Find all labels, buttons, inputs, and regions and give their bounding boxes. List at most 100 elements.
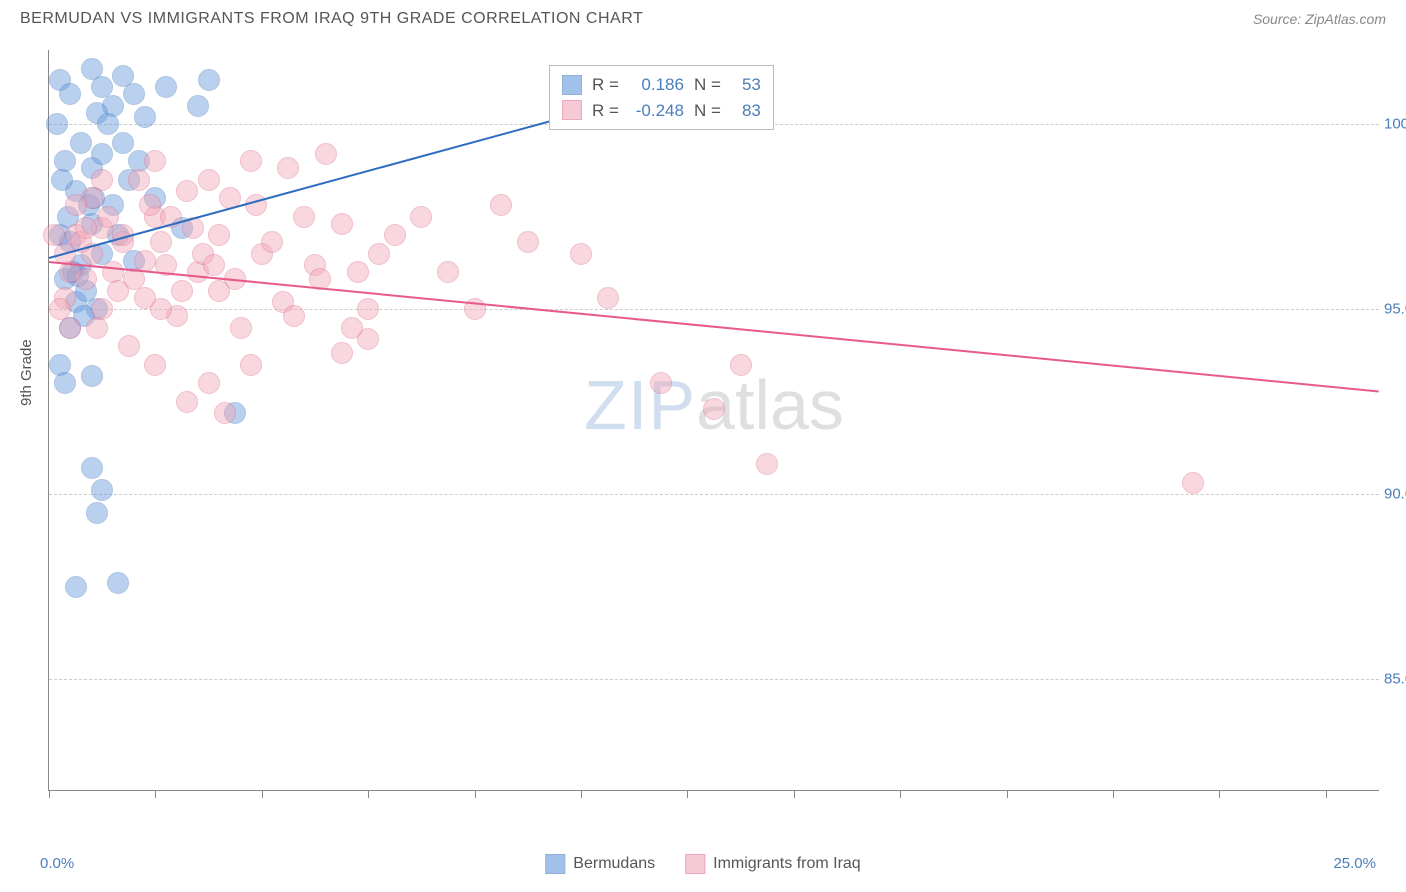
scatter-point [43, 224, 65, 246]
scatter-point [437, 261, 459, 283]
scatter-point [81, 365, 103, 387]
scatter-point [368, 243, 390, 265]
scatter-point [315, 143, 337, 165]
scatter-point [107, 280, 129, 302]
grid-line [49, 309, 1379, 310]
x-tick-label-min: 0.0% [40, 855, 74, 872]
scatter-point [203, 254, 225, 276]
scatter-point [730, 354, 752, 376]
scatter-point [91, 143, 113, 165]
legend-item-bermudans: Bermudans [545, 854, 655, 874]
scatter-point [198, 69, 220, 91]
scatter-point [81, 457, 103, 479]
x-tick [687, 790, 688, 798]
x-tick [368, 790, 369, 798]
scatter-point [65, 194, 87, 216]
scatter-point [123, 83, 145, 105]
scatter-point [107, 572, 129, 594]
stats-swatch [562, 100, 582, 120]
legend-label-bermudans: Bermudans [573, 855, 655, 873]
r-value: 0.186 [629, 72, 684, 98]
x-tick [1326, 790, 1327, 798]
stats-legend: R = 0.186 N = 53 R = -0.248 N = 83 [549, 65, 774, 130]
r-value: -0.248 [629, 98, 684, 124]
scatter-point [134, 106, 156, 128]
scatter-point [650, 372, 672, 394]
n-value: 83 [731, 98, 761, 124]
y-tick-label: 85.0% [1384, 671, 1406, 688]
scatter-point [97, 206, 119, 228]
scatter-point [597, 287, 619, 309]
x-tick [1219, 790, 1220, 798]
scatter-point [59, 83, 81, 105]
scatter-point [54, 372, 76, 394]
scatter-point [208, 280, 230, 302]
chart-title: BERMUDAN VS IMMIGRANTS FROM IRAQ 9TH GRA… [20, 10, 643, 28]
scatter-point [703, 398, 725, 420]
scatter-point [91, 479, 113, 501]
scatter-point [293, 206, 315, 228]
scatter-point [59, 317, 81, 339]
scatter-point [112, 132, 134, 154]
y-axis-label: 9th Grade [18, 339, 35, 406]
stats-row: R = -0.248 N = 83 [562, 98, 761, 124]
scatter-point [277, 157, 299, 179]
scatter-point [171, 280, 193, 302]
source-label: Source: ZipAtlas.com [1253, 11, 1386, 27]
n-value: 53 [731, 72, 761, 98]
scatter-point [176, 180, 198, 202]
stats-row: R = 0.186 N = 53 [562, 72, 761, 98]
scatter-point [176, 391, 198, 413]
r-label: R = [592, 98, 619, 124]
scatter-point [91, 169, 113, 191]
scatter-point [86, 317, 108, 339]
scatter-point [410, 206, 432, 228]
x-tick [900, 790, 901, 798]
scatter-point [46, 113, 68, 135]
swatch-bermudans [545, 854, 565, 874]
x-tick [475, 790, 476, 798]
grid-line [49, 494, 1379, 495]
scatter-point [490, 194, 512, 216]
scatter-point [331, 342, 353, 364]
scatter-point [70, 132, 92, 154]
scatter-point [134, 287, 156, 309]
scatter-point [49, 298, 71, 320]
chart-header: BERMUDAN VS IMMIGRANTS FROM IRAQ 9TH GRA… [0, 0, 1406, 28]
scatter-point [331, 213, 353, 235]
chart-plot-area: ZIPatlas 85.0%90.0%95.0%100.0%R =0.186N … [48, 50, 1379, 791]
scatter-point [517, 231, 539, 253]
grid-line [49, 679, 1379, 680]
scatter-point [240, 354, 262, 376]
scatter-point [150, 231, 172, 253]
scatter-point [144, 354, 166, 376]
scatter-point [139, 194, 161, 216]
scatter-point [198, 372, 220, 394]
stats-swatch [562, 75, 582, 95]
scatter-point [118, 335, 140, 357]
x-tick [155, 790, 156, 798]
n-label: N = [694, 98, 721, 124]
scatter-point [75, 217, 97, 239]
swatch-iraq [685, 854, 705, 874]
scatter-point [230, 317, 252, 339]
legend-item-iraq: Immigrants from Iraq [685, 854, 861, 874]
watermark-zip: ZIP [584, 366, 696, 444]
bottom-legend: Bermudans Immigrants from Iraq [545, 854, 860, 874]
scatter-point [86, 502, 108, 524]
n-label: N = [694, 72, 721, 98]
scatter-point [144, 150, 166, 172]
x-tick [794, 790, 795, 798]
y-tick-label: 90.0% [1384, 486, 1406, 503]
scatter-point [208, 224, 230, 246]
r-label: R = [592, 72, 619, 98]
scatter-point [283, 305, 305, 327]
scatter-point [214, 402, 236, 424]
scatter-point [357, 298, 379, 320]
scatter-point [341, 317, 363, 339]
scatter-point [570, 243, 592, 265]
legend-label-iraq: Immigrants from Iraq [713, 855, 861, 873]
x-tick [262, 790, 263, 798]
scatter-point [128, 169, 150, 191]
scatter-point [187, 95, 209, 117]
